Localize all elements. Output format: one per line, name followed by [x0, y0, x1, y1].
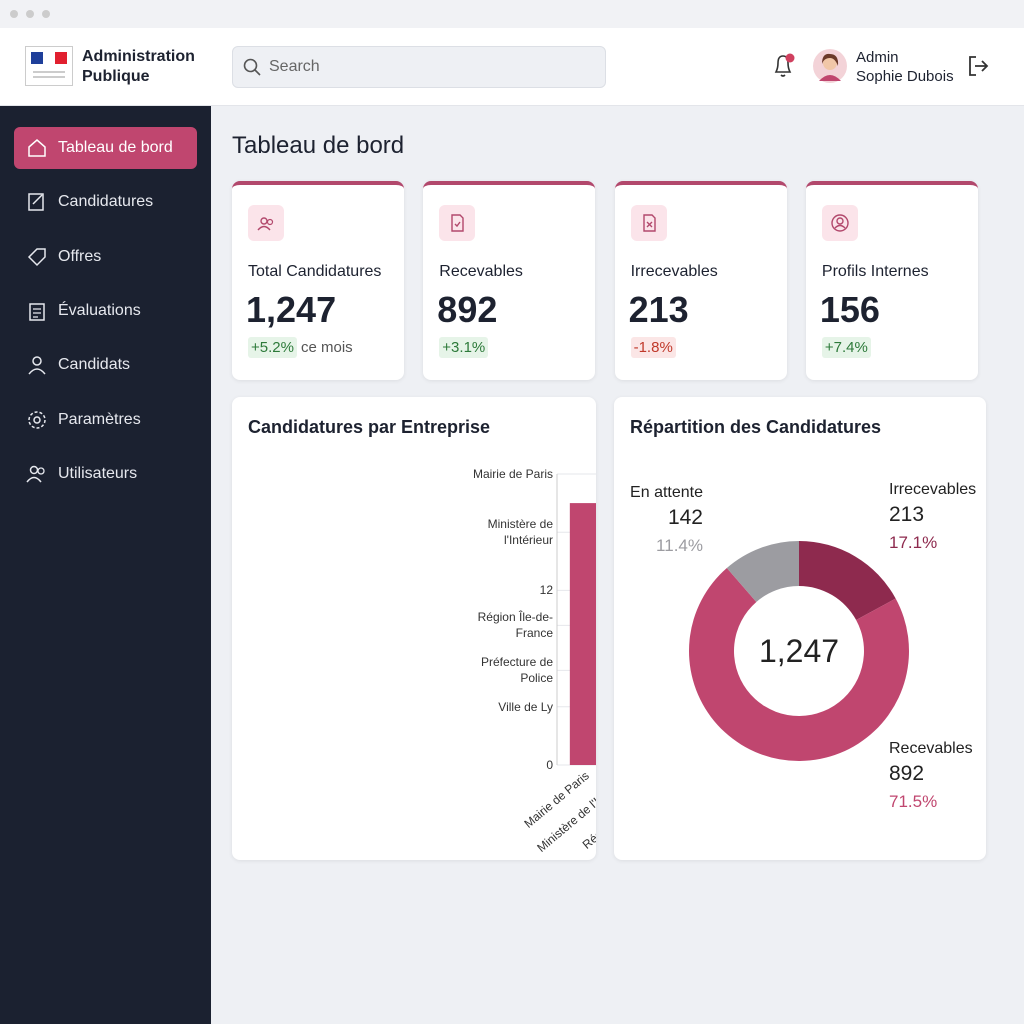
stat-change: +5.2% — [248, 337, 297, 358]
nav-icon — [27, 247, 46, 266]
nav-icon — [29, 303, 45, 321]
nav-item[interactable]: Candidats — [14, 344, 197, 386]
logout-icon[interactable] — [966, 54, 990, 78]
y-tick-label: 0 — [546, 758, 553, 772]
stat-card: Recevables 892 +3.1% — [423, 181, 596, 380]
nav-label: Offres — [58, 247, 102, 265]
window-dots — [10, 10, 50, 18]
donut-chart: Irrecevables 213 17.1% Recevables 892 71.5% En… — [630, 481, 976, 811]
nav-icon — [28, 356, 46, 375]
stat-icon — [439, 205, 476, 241]
nav-item[interactable]: Candidatures — [14, 181, 197, 223]
nav-label: Évaluations — [58, 301, 141, 319]
share-label: 71.5% — [889, 792, 937, 811]
chart-title: Répartition des Candidatures — [630, 417, 882, 437]
donut-slice — [726, 541, 799, 602]
share-label: 11.4% — [656, 536, 703, 555]
stat-change: +3.1% — [439, 337, 489, 358]
nav-icon — [26, 465, 45, 483]
stat-change: +7.4% — [821, 337, 871, 358]
page-title: Tableau de bord — [232, 132, 405, 159]
stat-label: Recevables — [439, 263, 523, 280]
y-tick-label: Mairie de Paris — [472, 467, 553, 481]
user-name: Sophie Dubois — [856, 68, 954, 85]
y-tick-label: Préfecture de Police — [480, 655, 553, 686]
legend-label: En attente — [630, 484, 703, 501]
nav-icon — [28, 139, 46, 157]
nav-label: Utilisateurs — [58, 464, 138, 482]
y-tick-label: Ministère de l'Intérieur — [487, 517, 553, 548]
stat-value: 892 — [437, 289, 498, 330]
nav-label: Candidats — [58, 356, 131, 374]
nav-item[interactable]: Tableau de bord — [14, 127, 197, 169]
stat-value: 156 — [819, 289, 880, 330]
icon — [257, 217, 274, 231]
search-box[interactable]: Search — [232, 46, 606, 88]
stat-note: ce mois — [301, 339, 353, 356]
stat-icon — [821, 205, 858, 241]
value-label: 892 — [889, 762, 924, 785]
bar — [569, 503, 596, 765]
user-role: Admin — [856, 49, 899, 66]
chart-title: Candidatures par Entreprise — [248, 417, 491, 437]
donut-slice — [689, 567, 909, 761]
search-placeholder: Search — [269, 58, 320, 75]
icon — [642, 214, 656, 232]
nav-item[interactable]: Paramètres — [14, 399, 197, 441]
donut-slice — [799, 541, 896, 620]
nav-icon — [28, 410, 46, 429]
stat-label: Profils Internes — [821, 263, 929, 280]
stat-card: Profils Internes 156 +7.4% — [805, 181, 978, 380]
value-label: 142 — [668, 506, 703, 529]
y-tick-label: 12 — [539, 583, 553, 598]
stat-icon — [630, 205, 667, 241]
stat-icon — [248, 205, 284, 241]
stat-value: 1,247 — [246, 289, 337, 330]
search-icon — [243, 58, 261, 76]
y-tick-label: Région Île-de-France — [477, 610, 553, 641]
icon — [451, 214, 464, 232]
stat-card: Total Candidatures 1,247 +5.2% ce mois — [232, 181, 404, 380]
stat-change: -1.8% — [630, 337, 676, 358]
org-name: Administration — [82, 48, 195, 65]
stat-value: 213 — [628, 289, 689, 330]
nav-item[interactable]: Utilisateurs — [14, 453, 197, 495]
nav-label: Tableau de bord — [58, 139, 173, 156]
stat-card: Irrecevables 213 -1.8% — [614, 181, 787, 380]
share-label: 17.1% — [889, 533, 937, 552]
legend-label: Recevables — [889, 740, 973, 757]
nav-icon — [28, 193, 44, 212]
nav-item[interactable]: Offres — [14, 236, 197, 278]
bar-chart-card: Candidatures par Entreprise Mairie de Pa… — [232, 397, 596, 860]
header: Administration Publique Search Admin Sop… — [0, 28, 1024, 106]
stat-label: Total Candidatures — [248, 263, 382, 280]
center-label: 1,247 — [759, 633, 839, 669]
stat-label: Irrecevables — [630, 263, 718, 280]
avatar[interactable] — [813, 49, 847, 83]
logo — [25, 46, 73, 86]
y-tick-label: Ville de Ly — [498, 699, 553, 714]
legend-label: Irrecevables — [889, 481, 976, 498]
nav-item[interactable]: Évaluations — [14, 290, 197, 332]
nav-label: Candidatures — [58, 193, 154, 211]
value-label: 213 — [889, 503, 924, 526]
notification-bell[interactable] — [770, 50, 798, 80]
org-name: Publique — [82, 68, 150, 85]
nav-label: Paramètres — [58, 410, 141, 428]
window-bar — [0, 0, 1024, 28]
donut-chart-card: Répartition des Candidatures Irrecevable… — [614, 397, 986, 860]
icon — [831, 214, 849, 232]
sidebar: Tableau de bord Candidatures Offres Évaluat… — [0, 106, 211, 1024]
